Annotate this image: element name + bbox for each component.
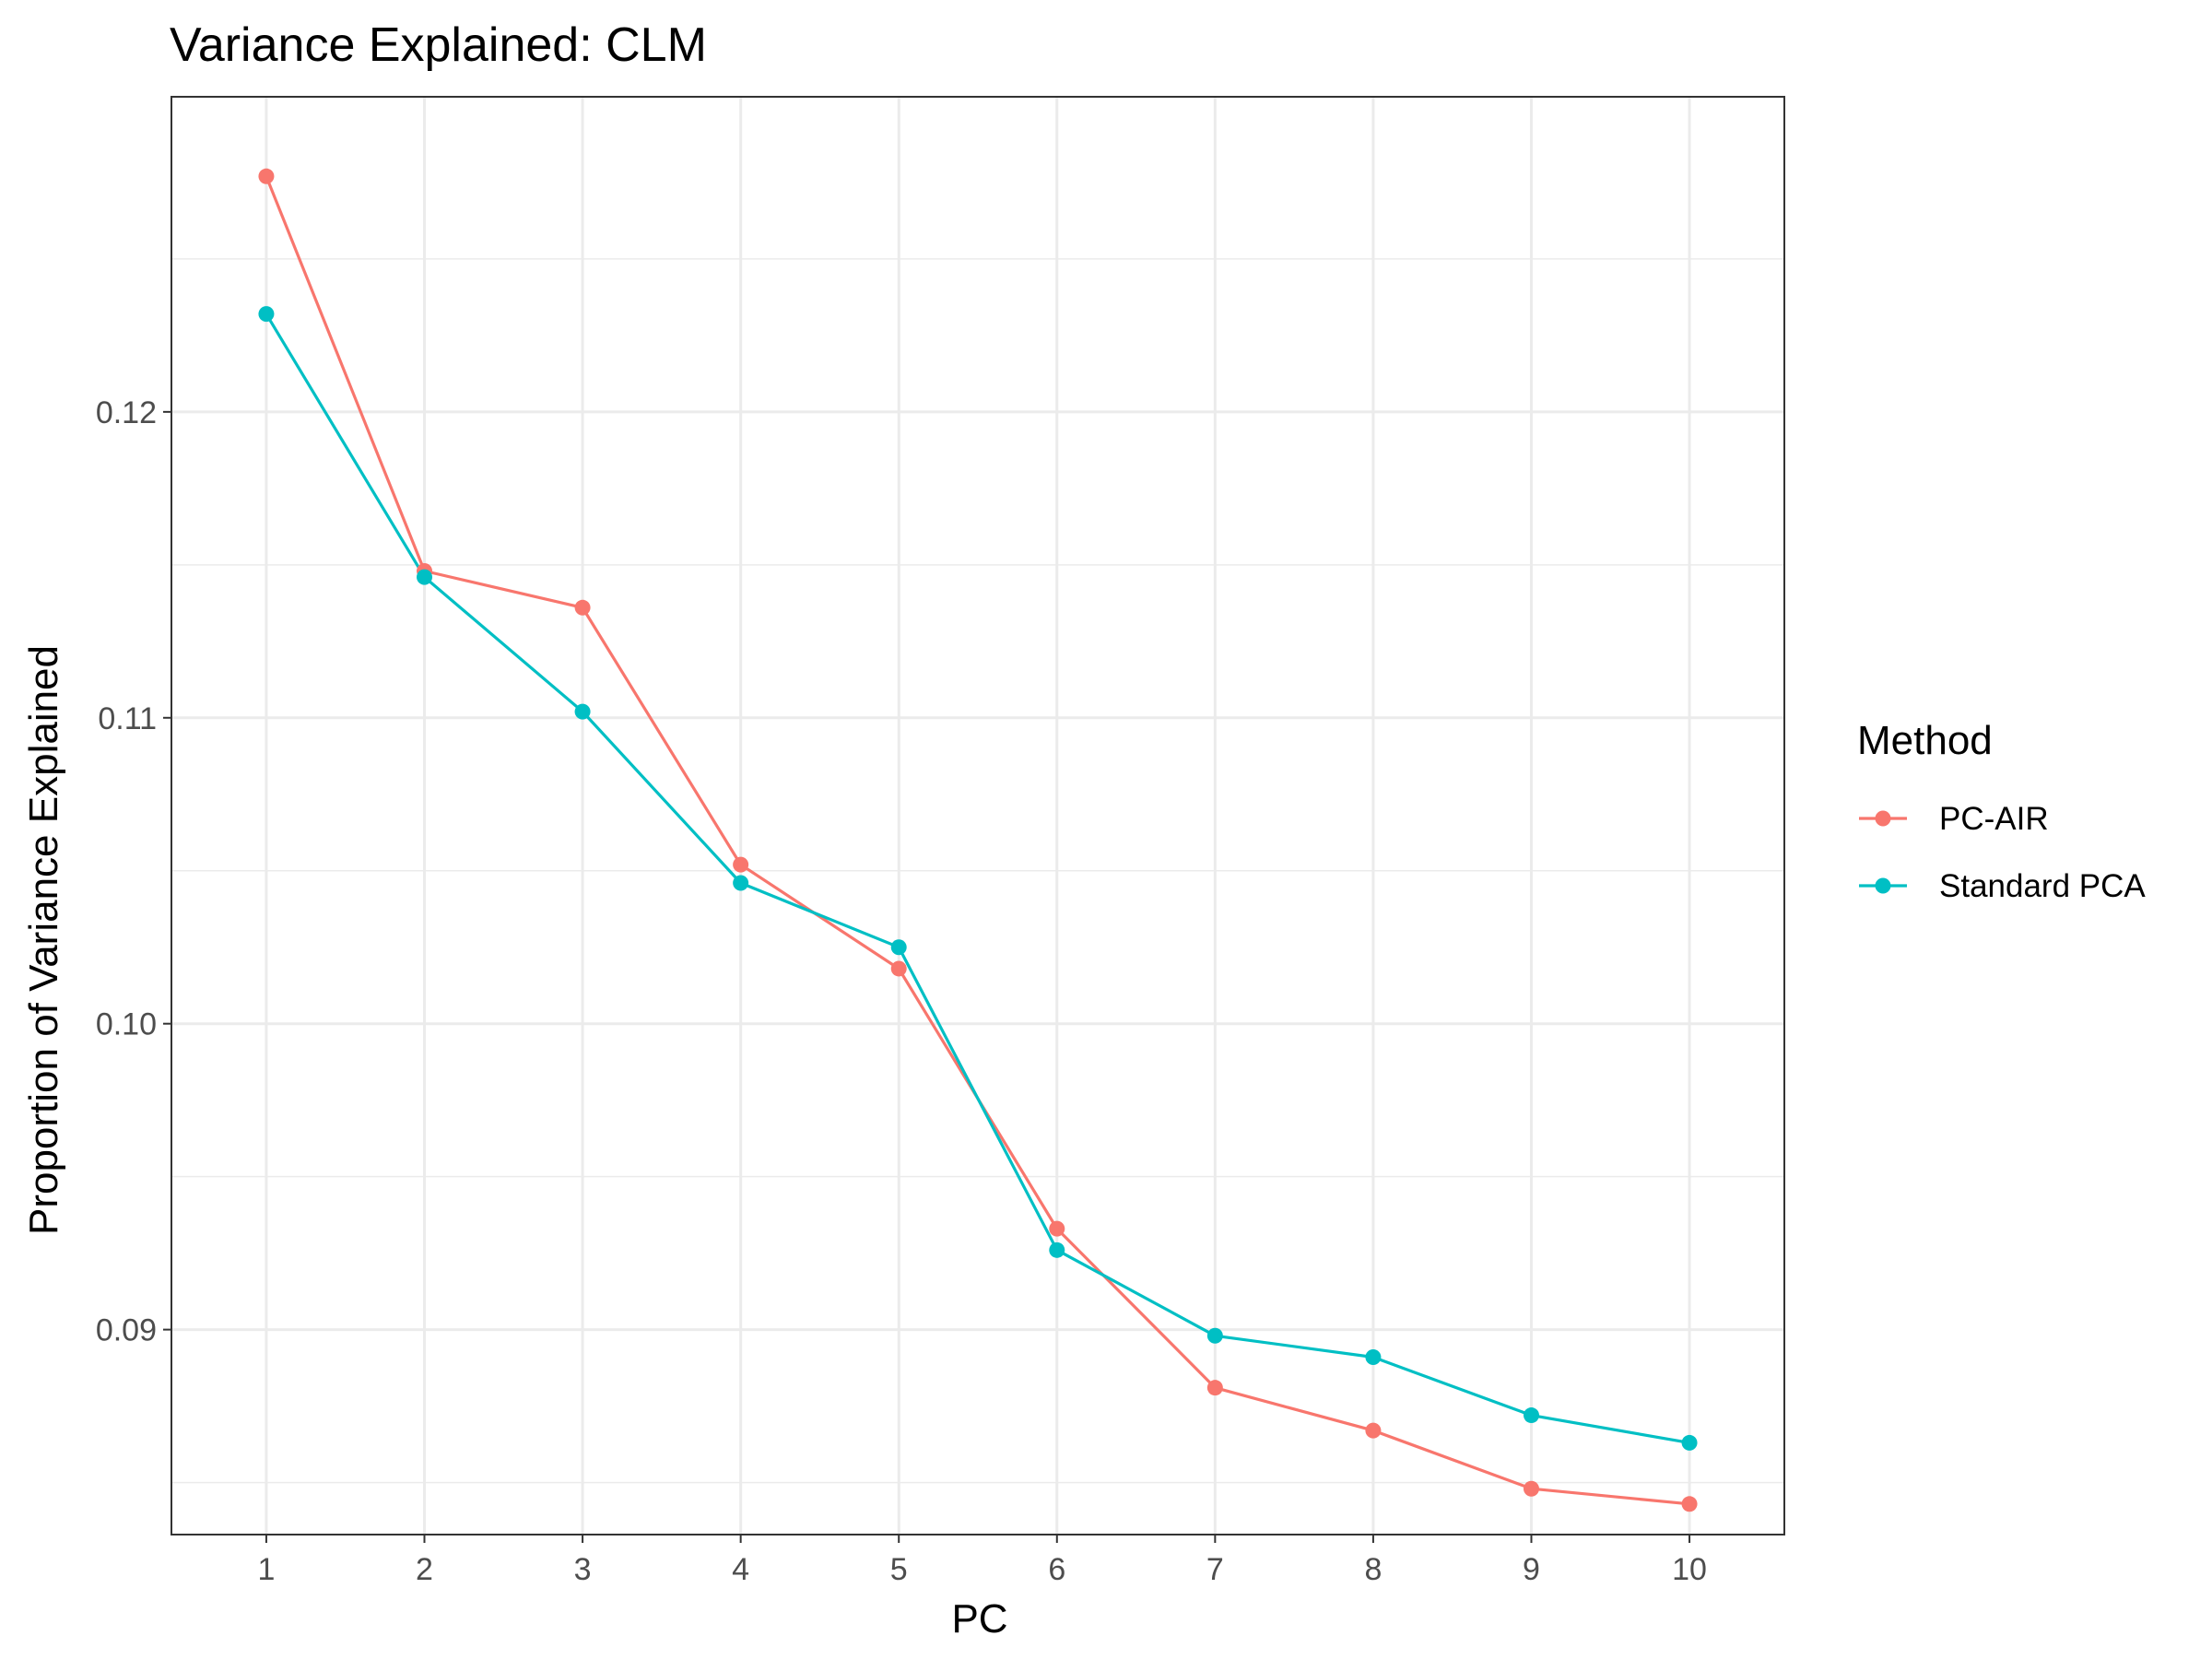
- series-0-point-5: [890, 960, 907, 977]
- chart-title: Variance Explained: CLM: [170, 18, 707, 72]
- series-1-point-1: [258, 306, 275, 323]
- series-1-point-2: [417, 569, 433, 585]
- x-tick-label-6: 7: [1206, 1552, 1224, 1587]
- series-1-point-8: [1365, 1348, 1382, 1365]
- x-tick-label-9: 10: [1672, 1552, 1707, 1587]
- y-axis-title: Proportion of Variance Explained: [21, 645, 66, 1235]
- legend-title: Method: [1857, 718, 1993, 763]
- plot-background: [171, 97, 1784, 1535]
- x-tick-label-0: 1: [257, 1552, 275, 1587]
- x-tick-label-8: 9: [1523, 1552, 1540, 1587]
- x-tick-label-1: 2: [416, 1552, 433, 1587]
- series-0-point-10: [1681, 1496, 1698, 1512]
- series-0-point-3: [574, 599, 591, 616]
- y-tick-label-0: 0.09: [96, 1313, 157, 1348]
- y-tick-label-2: 0.11: [98, 701, 157, 736]
- series-0-point-1: [258, 168, 275, 184]
- x-axis-title: PC: [951, 1596, 1007, 1641]
- y-tick-label-1: 0.10: [96, 1007, 157, 1042]
- series-1-point-7: [1206, 1327, 1223, 1344]
- series-0-point-9: [1523, 1480, 1539, 1497]
- legend-label-1: Standard PCA: [1939, 868, 2146, 904]
- x-tick-label-4: 5: [890, 1552, 908, 1587]
- legend: Method PC-AIR Standard PCA: [1857, 718, 2146, 904]
- plot-border: [171, 96, 1785, 1535]
- legend-key-point-0: [1875, 810, 1891, 827]
- x-tick-label-7: 8: [1364, 1552, 1382, 1587]
- series-0-point-4: [733, 856, 749, 873]
- series-1-point-9: [1523, 1407, 1539, 1424]
- series-0-point-6: [1049, 1220, 1065, 1237]
- series-1-point-3: [574, 703, 591, 720]
- series-line-1: [265, 312, 1690, 1444]
- series-0-point-7: [1206, 1380, 1223, 1396]
- series-1-point-5: [890, 939, 907, 956]
- x-tick-label-3: 4: [732, 1552, 749, 1587]
- series-1-point-10: [1681, 1434, 1698, 1451]
- plot-area: 0.09 0.10 0.11 0.12 1 2 3 4 5 6 7 8 9 10: [96, 96, 1785, 1587]
- y-tick-label-3: 0.12: [96, 395, 157, 430]
- series-1-point-6: [1049, 1241, 1065, 1258]
- series-1-point-4: [733, 875, 749, 891]
- x-tick-label-2: 3: [574, 1552, 592, 1587]
- legend-label-0: PC-AIR: [1939, 801, 2049, 837]
- legend-key-point-1: [1875, 877, 1891, 894]
- series-0-point-8: [1365, 1422, 1382, 1439]
- x-tick-label-5: 6: [1048, 1552, 1065, 1587]
